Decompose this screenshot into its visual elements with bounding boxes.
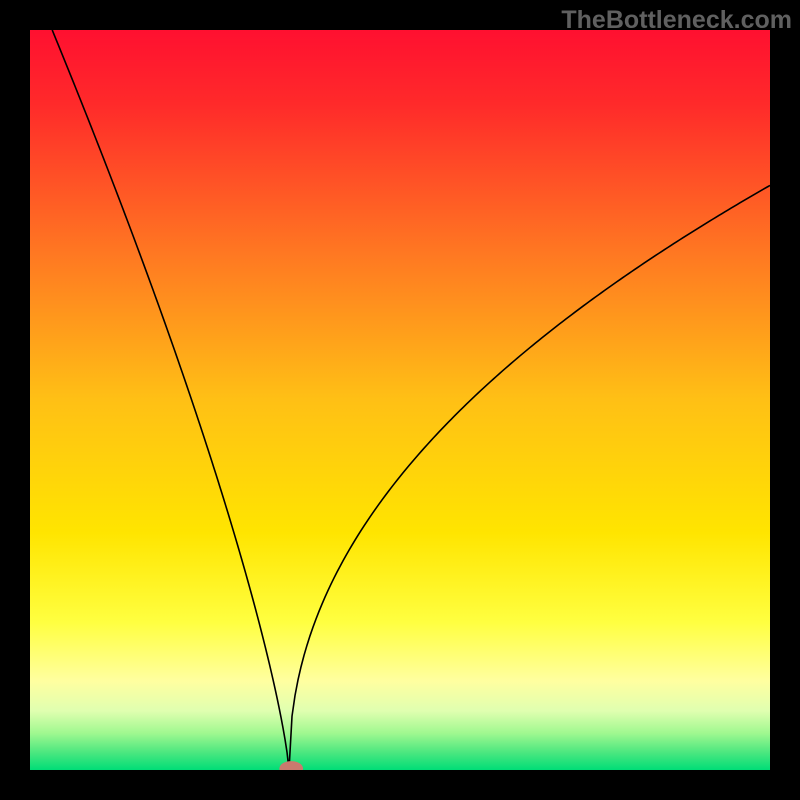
chart-frame: TheBottleneck.com bbox=[0, 0, 800, 800]
watermark-text: TheBottleneck.com bbox=[561, 6, 792, 35]
gradient-background bbox=[30, 30, 770, 770]
plot-area bbox=[30, 30, 770, 770]
chart-svg bbox=[30, 30, 770, 770]
